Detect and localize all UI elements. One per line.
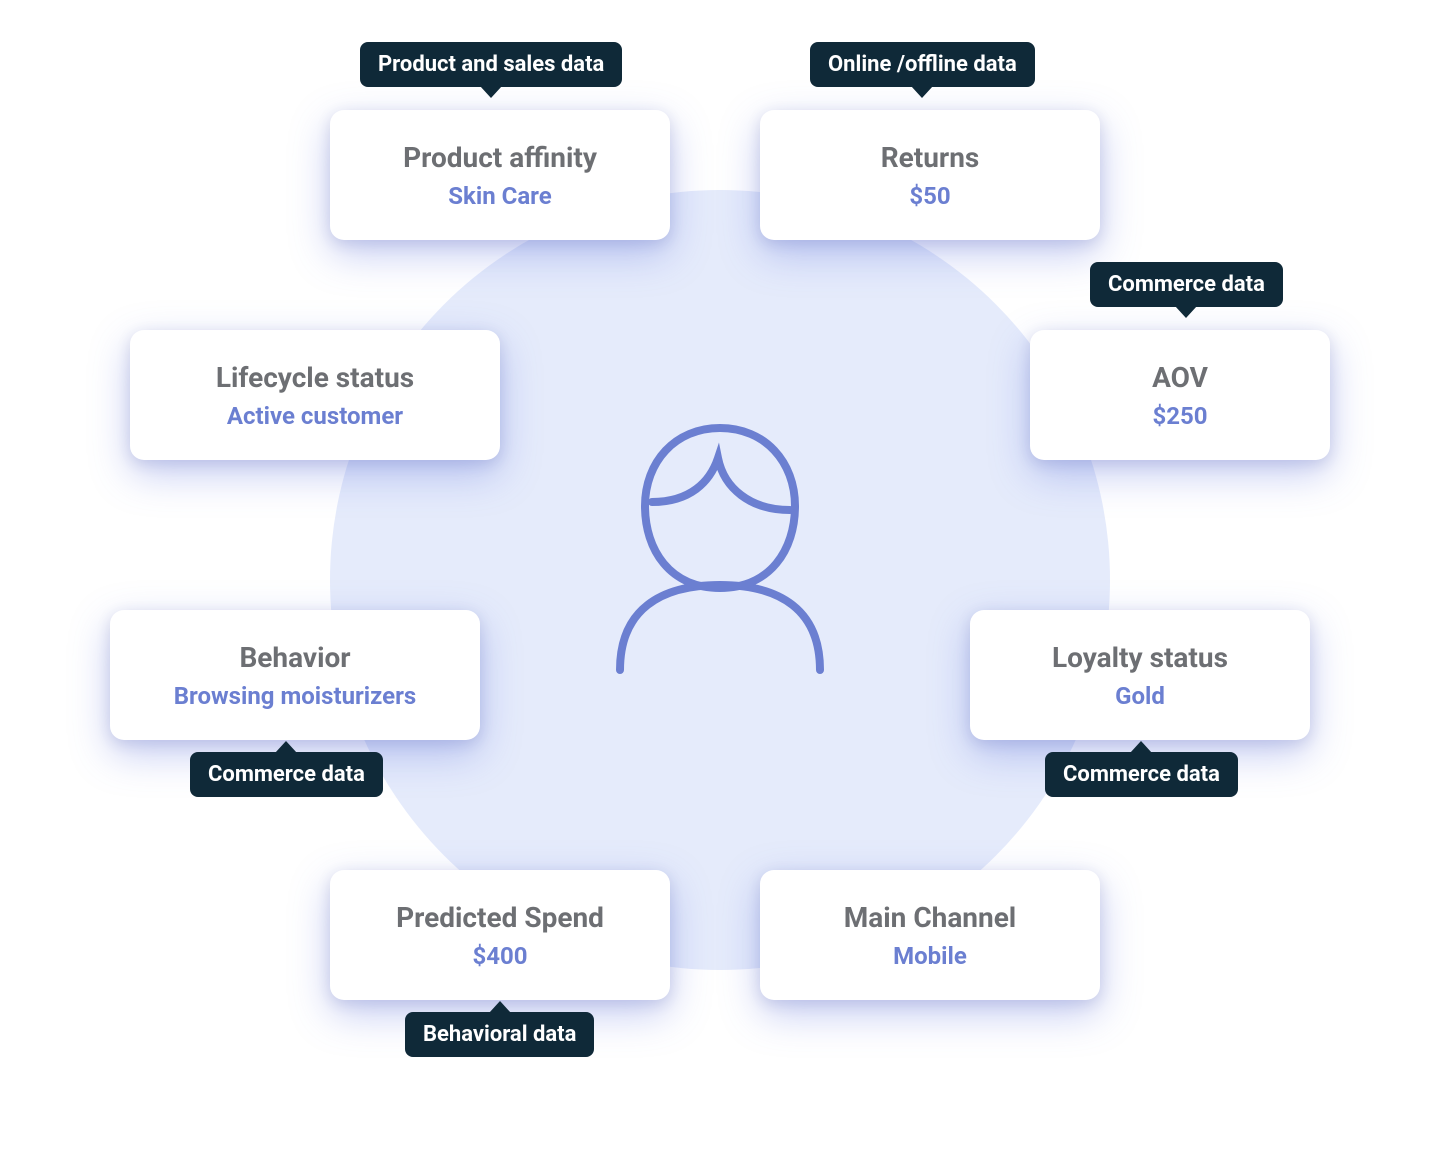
- card-title: Product affinity: [403, 141, 597, 174]
- tag-online-offline: Online /offline data: [810, 42, 1035, 87]
- card-returns: Returns $50: [760, 110, 1100, 240]
- card-product-affinity: Product affinity Skin Care: [330, 110, 670, 240]
- card-loyalty: Loyalty status Gold: [970, 610, 1310, 740]
- card-predicted-spend: Predicted Spend $400: [330, 870, 670, 1000]
- tag-product-sales: Product and sales data: [360, 42, 622, 87]
- card-main-channel: Main Channel Mobile: [760, 870, 1100, 1000]
- card-title: Predicted Spend: [396, 901, 604, 934]
- card-value: Gold: [1115, 682, 1165, 710]
- tag-behavioral: Behavioral data: [405, 1012, 594, 1057]
- card-value: Skin Care: [448, 182, 551, 210]
- card-value: $50: [909, 182, 950, 210]
- card-value: Browsing moisturizers: [174, 682, 417, 710]
- card-aov: AOV $250: [1030, 330, 1330, 460]
- card-title: Returns: [881, 141, 980, 174]
- tag-commerce-aov: Commerce data: [1090, 262, 1283, 307]
- card-title: Main Channel: [844, 901, 1016, 934]
- card-title: Loyalty status: [1052, 641, 1228, 674]
- card-title: Lifecycle status: [216, 361, 414, 394]
- card-title: Behavior: [239, 641, 350, 674]
- card-value: Mobile: [893, 942, 967, 970]
- tag-commerce-loyalty: Commerce data: [1045, 752, 1238, 797]
- diagram-stage: Product affinity Skin Care Product and s…: [60, 30, 1380, 1130]
- tag-commerce-behavior: Commerce data: [190, 752, 383, 797]
- card-title: AOV: [1152, 361, 1208, 394]
- card-value: $250: [1152, 402, 1207, 430]
- persona-icon: [600, 410, 840, 684]
- card-value: Active customer: [227, 402, 403, 430]
- card-value: $400: [472, 942, 527, 970]
- card-lifecycle: Lifecycle status Active customer: [130, 330, 500, 460]
- card-behavior: Behavior Browsing moisturizers: [110, 610, 480, 740]
